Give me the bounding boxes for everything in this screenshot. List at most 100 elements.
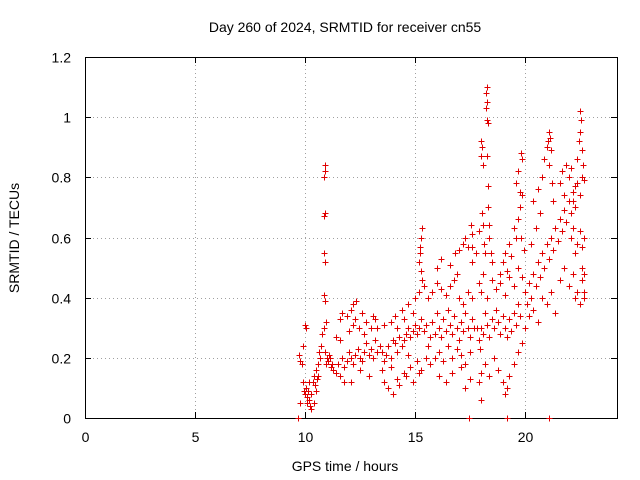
x-tick-label: 5 — [192, 429, 200, 445]
data-point — [333, 334, 340, 341]
data-point — [440, 358, 447, 365]
data-point — [449, 331, 456, 338]
data-point — [303, 325, 310, 332]
data-point — [480, 331, 487, 338]
data-point — [417, 244, 424, 251]
data-point — [399, 307, 406, 314]
data-point — [388, 319, 395, 326]
data-point — [572, 295, 579, 302]
data-point — [452, 250, 459, 257]
data-point — [579, 244, 586, 251]
data-point — [454, 346, 461, 353]
data-point — [508, 328, 515, 335]
data-point — [528, 295, 535, 302]
data-point — [480, 271, 487, 278]
data-point — [311, 400, 318, 407]
data-point — [476, 379, 483, 386]
data-point — [566, 283, 573, 290]
data-point — [502, 250, 509, 257]
data-point — [482, 310, 489, 317]
data-point — [379, 349, 386, 356]
data-point — [526, 280, 533, 287]
data-point — [521, 247, 528, 254]
data-point — [460, 301, 467, 308]
data-point — [489, 277, 496, 284]
data-point — [469, 295, 476, 302]
data-point — [467, 334, 474, 341]
data-point — [570, 225, 577, 232]
data-point — [421, 283, 428, 290]
data-point — [528, 241, 535, 248]
data-point — [559, 228, 566, 235]
data-point — [454, 271, 461, 278]
data-point — [423, 355, 430, 362]
y-tick-label: 0.2 — [52, 351, 72, 367]
data-point — [462, 235, 469, 242]
data-point — [561, 192, 568, 199]
data-point — [467, 376, 474, 383]
data-point — [337, 316, 344, 323]
data-point — [515, 265, 522, 272]
data-point — [417, 250, 424, 257]
data-point — [563, 162, 570, 169]
data-point — [577, 301, 584, 308]
data-point — [522, 289, 529, 296]
data-point — [423, 322, 430, 329]
data-point — [308, 391, 315, 398]
data-point — [381, 358, 388, 365]
data-point — [519, 340, 526, 347]
data-point — [451, 313, 458, 320]
data-point — [350, 361, 357, 368]
data-point — [468, 222, 475, 229]
data-point — [466, 415, 473, 422]
data-point — [577, 192, 584, 199]
data-point — [526, 313, 533, 320]
data-point — [548, 289, 555, 296]
data-point — [480, 222, 487, 229]
data-point — [557, 277, 564, 284]
data-point — [546, 415, 553, 422]
data-point — [550, 247, 557, 254]
data-point — [377, 343, 384, 350]
data-point — [572, 204, 579, 211]
data-point — [436, 349, 443, 356]
data-point — [484, 295, 491, 302]
data-point — [425, 295, 432, 302]
data-point — [541, 156, 548, 163]
chart-title: Day 260 of 2024, SRMTID for receiver cn5… — [209, 19, 482, 35]
data-point — [438, 286, 445, 293]
data-point — [476, 280, 483, 287]
data-point — [454, 325, 461, 332]
data-point — [568, 210, 575, 217]
data-point — [518, 150, 525, 157]
data-point — [486, 334, 493, 341]
data-point — [557, 216, 564, 223]
data-point — [368, 346, 375, 353]
data-point — [394, 325, 401, 332]
data-point — [436, 325, 443, 332]
data-point — [299, 361, 306, 368]
data-point — [552, 225, 559, 232]
data-point — [447, 262, 454, 269]
data-point — [482, 361, 489, 368]
data-point — [410, 379, 417, 386]
data-point — [561, 265, 568, 272]
data-point — [407, 364, 414, 371]
data-point — [416, 259, 423, 266]
data-point — [504, 268, 511, 275]
data-point — [578, 117, 585, 124]
data-point — [497, 271, 504, 278]
data-point — [515, 168, 522, 175]
data-point — [506, 241, 513, 248]
data-point — [295, 415, 302, 422]
data-point — [478, 325, 485, 332]
data-point — [322, 210, 329, 217]
data-point — [462, 361, 469, 368]
data-point — [321, 174, 328, 181]
data-point — [350, 322, 357, 329]
data-point — [419, 225, 426, 232]
data-point — [434, 280, 441, 287]
data-point — [549, 180, 556, 187]
data-point — [517, 313, 524, 320]
data-point — [581, 289, 588, 296]
